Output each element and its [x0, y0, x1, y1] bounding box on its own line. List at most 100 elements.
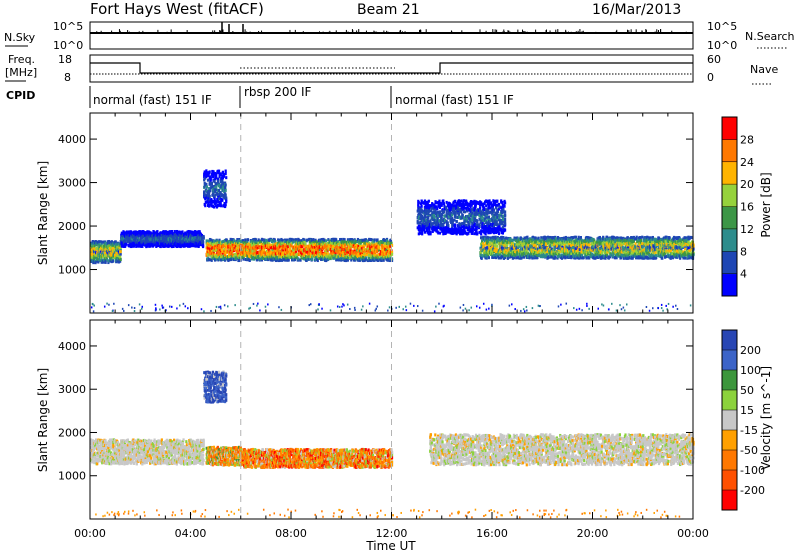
power-point: [335, 238, 338, 242]
power-point: [235, 242, 238, 246]
power-point: [176, 237, 180, 241]
power-point: [269, 246, 272, 250]
power-point: [224, 203, 227, 207]
power-point: [177, 234, 180, 238]
power-point: [210, 251, 213, 255]
power-point: [310, 239, 313, 243]
power-point: [104, 241, 107, 245]
power-point: [181, 230, 184, 234]
power-point: [262, 251, 265, 255]
power-point: [238, 237, 241, 241]
power-point: [210, 258, 213, 262]
power-point: [208, 258, 212, 262]
power-point: [217, 171, 220, 175]
power-point: [211, 200, 215, 204]
power-point: [282, 244, 285, 248]
power-point: [193, 240, 196, 244]
power-point: [127, 238, 131, 242]
power-point: [224, 245, 227, 249]
power-point: [102, 258, 106, 262]
power-point: [211, 246, 214, 250]
power-point: [280, 246, 283, 250]
power-point: [211, 170, 214, 174]
power-point: [440, 202, 443, 206]
power-point: [108, 253, 111, 257]
power-point: [223, 247, 226, 251]
power-point: [212, 250, 216, 254]
power-point: [224, 258, 227, 262]
power-point: [216, 203, 220, 207]
power-point: [301, 242, 304, 246]
power-point: [228, 255, 231, 259]
power-point: [117, 260, 121, 264]
power-point: [309, 243, 312, 247]
power-point: [460, 210, 463, 214]
power-point: [308, 240, 312, 244]
power-point: [146, 230, 150, 234]
power-point: [504, 222, 507, 226]
power-point: [224, 169, 227, 173]
power-point: [264, 244, 267, 248]
power-point: [154, 241, 157, 245]
power-point: [186, 244, 190, 248]
power-point: [215, 249, 218, 253]
power-point: [109, 259, 112, 263]
power-point: [217, 253, 220, 257]
power-point: [154, 234, 157, 238]
power-point: [210, 182, 213, 186]
power-point: [303, 240, 306, 244]
power-point: [305, 250, 308, 254]
power-point: [221, 186, 225, 190]
power-point: [254, 247, 257, 251]
power-point: [218, 172, 221, 176]
power-point: [237, 258, 241, 262]
power-point: [151, 232, 154, 236]
power-point: [210, 172, 213, 176]
power-point: [204, 196, 207, 200]
power-point: [308, 255, 311, 259]
power-point: [145, 236, 148, 240]
power-point: [157, 239, 161, 243]
power-point: [478, 224, 481, 228]
power-point: [138, 238, 141, 242]
power-point: [235, 256, 238, 260]
power-point: [93, 244, 96, 248]
power-point: [164, 234, 167, 238]
power-point: [261, 255, 265, 259]
power-point: [134, 239, 137, 243]
power-point: [101, 240, 104, 244]
power-point: [417, 201, 420, 205]
power-point: [214, 188, 217, 192]
power-point: [447, 224, 450, 228]
power-point: [217, 258, 220, 262]
power-point: [106, 251, 109, 255]
power-point: [261, 250, 264, 254]
power-point: [228, 248, 231, 252]
power-point: [214, 182, 217, 186]
power-point: [300, 255, 303, 259]
power-point: [299, 258, 302, 262]
power-point: [253, 256, 256, 260]
power-point: [198, 235, 201, 239]
power-point: [231, 238, 234, 242]
power-point: [210, 198, 213, 202]
power-point: [214, 204, 217, 208]
power-point: [274, 240, 277, 244]
power-point: [110, 245, 113, 249]
power-point: [128, 241, 131, 245]
power-point: [225, 196, 228, 200]
power-point: [288, 249, 291, 253]
nave-tick-bottom: 0: [707, 71, 714, 84]
power-point: [303, 238, 306, 242]
power-point: [303, 252, 307, 256]
power-point: [156, 241, 159, 245]
power-point: [186, 237, 190, 241]
power-point: [217, 250, 221, 254]
power-point: [130, 234, 133, 238]
power-point: [211, 187, 215, 191]
power-point: [119, 258, 122, 262]
power-point: [309, 252, 313, 256]
power-point: [170, 231, 173, 235]
power-point: [147, 237, 150, 241]
power-point: [207, 246, 210, 250]
